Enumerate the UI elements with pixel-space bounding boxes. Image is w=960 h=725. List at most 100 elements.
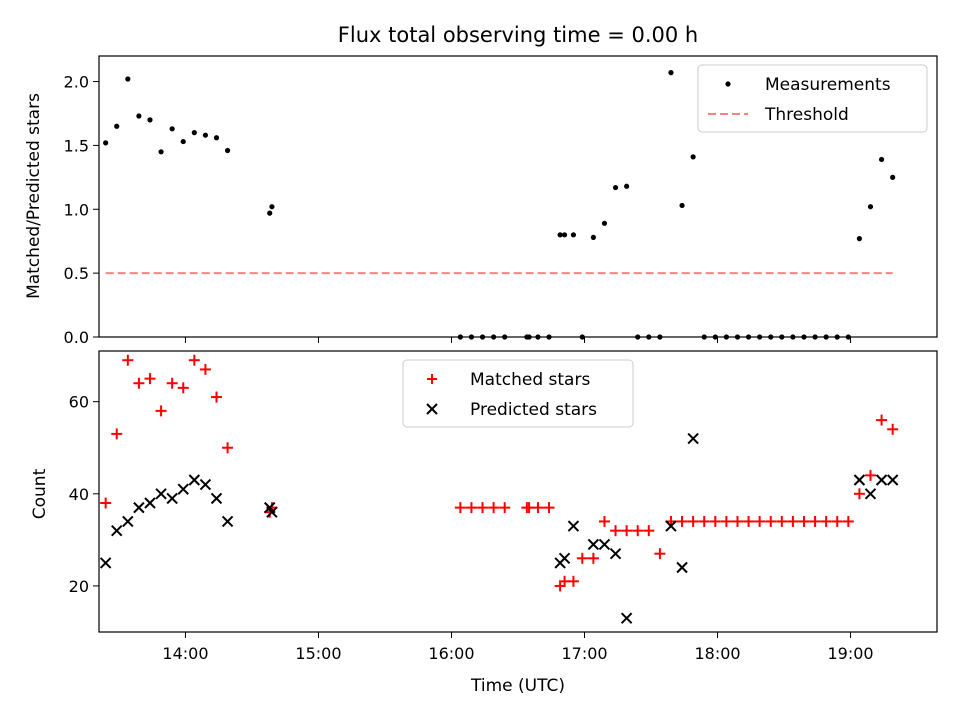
matched-star-point bbox=[698, 515, 710, 527]
matched-star-point bbox=[654, 548, 666, 560]
matched-star-point bbox=[587, 552, 599, 564]
count-y-axis-label: Count bbox=[30, 468, 50, 519]
measurement-point bbox=[114, 123, 120, 129]
ratio-panel: Flux total observing time = 0.00 h Match… bbox=[24, 23, 938, 347]
predicted-star-point bbox=[199, 478, 212, 491]
predicted-star-point bbox=[886, 474, 899, 486]
predicted-star-point bbox=[210, 492, 223, 505]
matched-star-point bbox=[532, 502, 544, 514]
matched-star-point bbox=[177, 382, 189, 394]
measurement-point bbox=[202, 132, 209, 138]
count-x-tick-label: 15:00 bbox=[295, 644, 341, 663]
matched-star-point bbox=[820, 515, 832, 527]
predicted-star-point bbox=[864, 488, 877, 500]
matched-star-point bbox=[798, 515, 810, 527]
matched-star-point bbox=[465, 502, 477, 514]
matched-star-point bbox=[133, 377, 145, 389]
measurement-point bbox=[601, 220, 608, 226]
matched-star-point bbox=[111, 428, 123, 440]
measurement-point bbox=[269, 204, 275, 210]
matched-star-point bbox=[632, 525, 644, 537]
matched-star-point bbox=[567, 575, 579, 587]
matched-star-point bbox=[144, 373, 156, 385]
measurement-point bbox=[612, 184, 619, 191]
matched-star-point bbox=[610, 525, 622, 537]
matched-star-point bbox=[100, 497, 112, 509]
matched-star-point bbox=[477, 502, 489, 514]
legend-predicted-label: Predicted stars bbox=[470, 400, 597, 420]
matched-star-point bbox=[188, 354, 200, 366]
matched-star-point bbox=[643, 525, 655, 537]
count-x-tick-label: 14:00 bbox=[162, 644, 208, 663]
legend-measurements-marker bbox=[725, 81, 731, 87]
ratio-legend-box bbox=[697, 64, 928, 133]
measurement-point bbox=[213, 135, 220, 141]
predicted-star-point bbox=[221, 515, 234, 528]
predicted-star-point bbox=[111, 524, 123, 537]
count-x-tick-label: 19:00 bbox=[827, 644, 873, 663]
measurement-point bbox=[668, 70, 674, 76]
count-y-tick-label: 40 bbox=[69, 485, 89, 504]
predicted-star-point bbox=[144, 497, 156, 509]
matched-star-point bbox=[454, 502, 466, 514]
matched-star-point bbox=[864, 469, 876, 481]
matched-star-point bbox=[709, 515, 721, 527]
predicted-star-point bbox=[133, 501, 145, 514]
matched-star-point bbox=[754, 515, 766, 527]
chart-title: Flux total observing time = 0.00 h bbox=[338, 23, 698, 47]
predicted-star-point bbox=[609, 547, 622, 560]
matched-star-point bbox=[621, 525, 633, 537]
predicted-star-point bbox=[177, 483, 189, 495]
count-legend: Matched stars Predicted stars bbox=[402, 359, 634, 428]
count-plot-frame bbox=[98, 350, 938, 633]
predicted-star-point bbox=[155, 488, 167, 500]
predicted-star-point bbox=[875, 474, 888, 486]
matched-star-point bbox=[842, 515, 854, 527]
measurement-point bbox=[690, 154, 696, 160]
predicted-star-point bbox=[188, 474, 201, 486]
matched-star-point bbox=[488, 502, 500, 514]
matched-star-point bbox=[199, 363, 211, 375]
matched-star-point bbox=[676, 515, 688, 527]
legend-measurements-label: Measurements bbox=[765, 75, 891, 95]
measurement-point bbox=[125, 76, 131, 82]
count-y-tick-label: 60 bbox=[69, 393, 89, 412]
matched-star-point bbox=[831, 515, 843, 527]
measurement-point bbox=[878, 156, 885, 163]
matched-star-point bbox=[598, 515, 610, 527]
measurement-point bbox=[180, 138, 186, 145]
measurement-point bbox=[267, 210, 273, 216]
matched-star-point bbox=[222, 442, 234, 454]
matched-star-point bbox=[887, 423, 899, 435]
measurement-point bbox=[147, 117, 153, 123]
ratio-y-tick-label: 2.0 bbox=[64, 73, 89, 92]
measurement-point bbox=[624, 183, 630, 189]
measurement-point bbox=[867, 204, 874, 210]
matched-star-point bbox=[731, 515, 743, 527]
matched-star-point bbox=[687, 515, 699, 527]
legend-matched-label: Matched stars bbox=[470, 370, 590, 390]
count-y-ticks: 20 40 60 bbox=[69, 393, 99, 596]
matched-star-point bbox=[743, 515, 755, 527]
predicted-star-point bbox=[266, 506, 278, 518]
ratio-plot-frame bbox=[98, 55, 938, 338]
predicted-star-point bbox=[598, 538, 611, 551]
matched-star-point bbox=[499, 502, 511, 514]
predicted-star-point bbox=[122, 515, 134, 528]
measurement-point bbox=[224, 147, 231, 154]
predicted-star-point bbox=[558, 552, 571, 565]
matched-star-point bbox=[122, 354, 134, 366]
count-x-ticks: 14:00 15:00 16:00 17:00 18:00 19:00 bbox=[162, 632, 874, 663]
predicted-star-point bbox=[853, 474, 866, 486]
legend-threshold-label: Threshold bbox=[764, 105, 849, 125]
ratio-y-ticks: 0.0 0.5 1.0 1.5 2.0 bbox=[64, 73, 99, 347]
ratio-y-axis-label: Matched/Predicted stars bbox=[24, 93, 44, 299]
measurement-point bbox=[557, 232, 563, 238]
predicted-star-point bbox=[665, 520, 677, 532]
matched-star-point bbox=[543, 502, 555, 514]
measurement-point bbox=[856, 236, 863, 242]
legend-matched-marker bbox=[427, 374, 437, 384]
matched-star-point bbox=[809, 515, 821, 527]
